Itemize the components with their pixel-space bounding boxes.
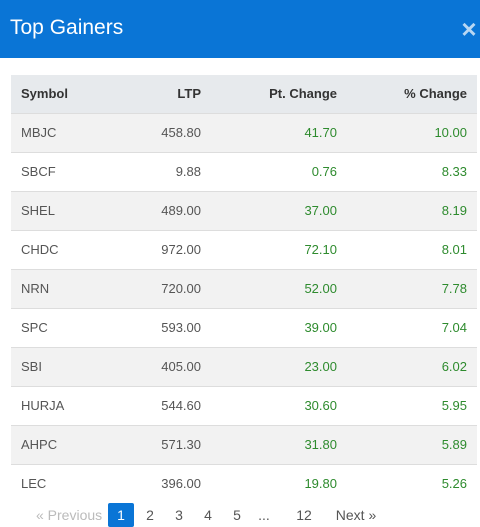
pagination-next[interactable]: Next »: [335, 507, 377, 523]
cell-pt-change: 31.80: [304, 437, 337, 452]
pagination-page-1[interactable]: 1: [108, 503, 134, 527]
table-header-row: Symbol LTP Pt. Change % Change: [11, 75, 477, 113]
cell-ltp: 405.00: [161, 359, 201, 374]
cell-pct-change: 5.89: [441, 437, 467, 452]
table-row[interactable]: MBJC 458.80 41.70 10.00: [11, 113, 477, 152]
close-icon[interactable]: ×: [461, 14, 477, 44]
modal-title: Top Gainers: [10, 16, 124, 39]
cell-pct-change: 10.00: [434, 125, 467, 140]
cell-pct-change: 8.19: [441, 203, 467, 218]
cell-symbol[interactable]: MBJC: [21, 125, 57, 140]
cell-symbol[interactable]: SBI: [21, 359, 42, 374]
cell-pt-change: 41.70: [304, 125, 337, 140]
cell-symbol[interactable]: AHPC: [21, 437, 58, 452]
pagination-page-4[interactable]: 4: [204, 507, 212, 523]
cell-ltp: 571.30: [161, 437, 201, 452]
cell-symbol[interactable]: SPC: [21, 320, 48, 335]
table-row[interactable]: SHEL 489.00 37.00 8.19: [11, 191, 477, 230]
cell-pct-change: 7.04: [441, 320, 467, 335]
cell-pct-change: 8.33: [441, 164, 467, 179]
cell-ltp: 9.88: [175, 164, 201, 179]
cell-ltp: 544.60: [161, 398, 201, 413]
table-row[interactable]: CHDC 972.00 72.10 8.01: [11, 230, 477, 269]
pagination-previous[interactable]: « Previous: [36, 507, 103, 523]
cell-symbol[interactable]: SHEL: [21, 203, 55, 218]
cell-ltp: 972.00: [161, 242, 201, 257]
modal-header: Top Gainers ×: [0, 0, 480, 58]
column-header-pct-change[interactable]: % Change: [404, 86, 467, 102]
cell-symbol[interactable]: SBCF: [21, 164, 56, 179]
cell-pt-change: 19.80: [304, 476, 337, 492]
gainers-table-container: Symbol LTP Pt. Change % Change MBJC 458.8…: [11, 75, 477, 503]
column-header-symbol[interactable]: Symbol: [21, 86, 68, 102]
cell-ltp: 489.00: [161, 203, 201, 218]
cell-symbol[interactable]: CHDC: [21, 242, 59, 257]
pagination-page-12[interactable]: 12: [296, 507, 312, 523]
cell-ltp: 593.00: [161, 320, 201, 335]
cell-pt-change: 37.00: [304, 203, 337, 218]
table-row[interactable]: AHPC 571.30 31.80 5.89: [11, 425, 477, 464]
cell-pt-change: 0.76: [311, 164, 337, 179]
cell-ltp: 720.00: [161, 281, 201, 296]
column-header-ltp[interactable]: LTP: [177, 86, 201, 102]
cell-symbol[interactable]: NRN: [21, 281, 50, 296]
cell-pct-change: 5.95: [441, 398, 467, 413]
cell-symbol[interactable]: HURJA: [21, 398, 65, 413]
cell-pt-change: 39.00: [304, 320, 337, 335]
table-row[interactable]: SPC 593.00 39.00 7.04: [11, 308, 477, 347]
cell-pct-change: 6.02: [441, 359, 467, 374]
pagination-page-5[interactable]: 5: [233, 507, 241, 523]
pagination-page-2[interactable]: 2: [146, 507, 154, 523]
cell-ltp: 396.00: [161, 476, 201, 492]
cell-pct-change: 8.01: [441, 242, 467, 257]
pagination-ellipsis: ...: [258, 507, 270, 523]
table-row[interactable]: LEC 396.00 19.80 5.26: [11, 464, 477, 503]
table-row[interactable]: SBI 405.00 23.00 6.02: [11, 347, 477, 386]
column-header-pt-change[interactable]: Pt. Change: [269, 86, 337, 102]
cell-pt-change: 30.60: [304, 398, 337, 413]
table-row[interactable]: SBCF 9.88 0.76 8.33: [11, 152, 477, 191]
cell-pt-change: 23.00: [304, 359, 337, 374]
pagination-page-3[interactable]: 3: [175, 507, 183, 523]
cell-ltp: 458.80: [161, 125, 201, 140]
gainers-table: Symbol LTP Pt. Change % Change MBJC 458.8…: [11, 75, 477, 503]
table-row[interactable]: NRN 720.00 52.00 7.78: [11, 269, 477, 308]
cell-pct-change: 7.78: [441, 281, 467, 296]
cell-pt-change: 52.00: [304, 281, 337, 296]
table-row[interactable]: HURJA 544.60 30.60 5.95: [11, 386, 477, 425]
cell-pct-change: 5.26: [441, 476, 467, 492]
cell-pt-change: 72.10: [304, 242, 337, 257]
cell-symbol[interactable]: LEC: [21, 476, 47, 492]
